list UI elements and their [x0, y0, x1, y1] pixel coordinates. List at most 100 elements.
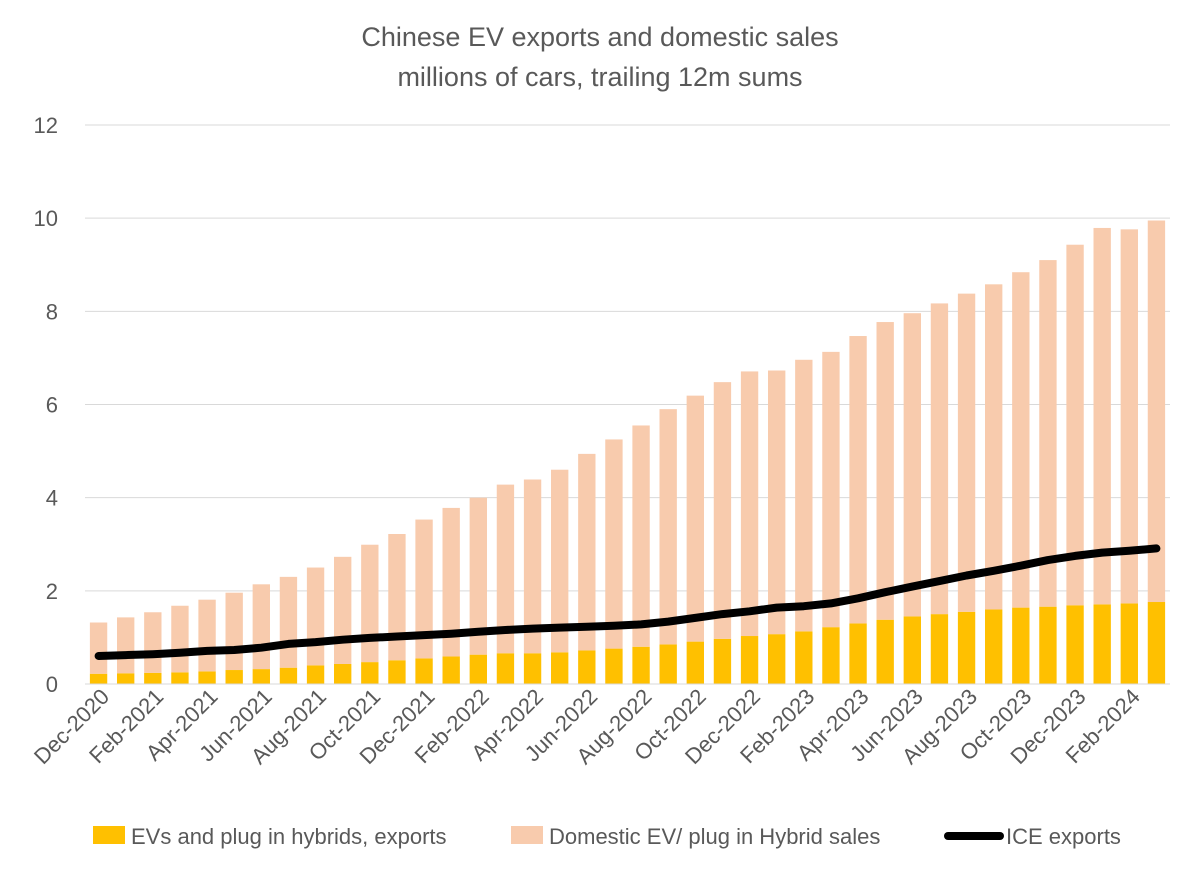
bar-domestic-sales-May-2022 — [551, 469, 569, 653]
bar-domestic-sales-May-2021 — [225, 592, 243, 671]
bar-domestic-sales-Feb-2023 — [795, 359, 813, 632]
bar-ev-exports-Sep-2021 — [334, 663, 352, 684]
bar-ev-exports-Apr-2022 — [523, 653, 542, 684]
y-tick-label-8: 8 — [46, 299, 58, 324]
bar-ev-exports-Jul-2022 — [605, 648, 623, 684]
y-tick-label-10: 10 — [34, 206, 58, 231]
bar-domestic-sales-Dec-2020 — [89, 622, 108, 674]
bar-ev-exports-Nov-2021 — [388, 660, 406, 684]
bar-domestic-sales-Aug-2021 — [306, 567, 325, 666]
bar-ev-exports-Feb-2024 — [1120, 603, 1138, 684]
bar-ev-exports-Oct-2023 — [1012, 607, 1030, 684]
bar-ev-exports-Jun-2021 — [252, 669, 270, 684]
bar-domestic-sales-Jul-2023 — [930, 303, 949, 615]
bar-ev-exports-Aug-2023 — [957, 611, 976, 684]
bar-domestic-sales-Jun-2021 — [252, 584, 270, 670]
bar-domestic-sales-Jun-2022 — [578, 453, 596, 651]
bar-domestic-sales-Feb-2022 — [469, 497, 487, 655]
bar-domestic-sales-Apr-2022 — [523, 479, 542, 654]
bar-ev-exports-Sep-2023 — [985, 609, 1003, 684]
bar-ev-exports-Oct-2021 — [361, 662, 379, 684]
bar-ev-exports-Apr-2021 — [198, 671, 216, 684]
bar-ev-exports-Apr-2023 — [849, 623, 867, 684]
bar-domestic-sales-Jan-2024 — [1093, 227, 1111, 605]
bar-ev-exports-May-2022 — [551, 652, 569, 684]
bar-ev-exports-Jan-2023 — [768, 634, 786, 684]
legend: EVs and plug in hybrids, exports Domesti… — [93, 824, 1121, 849]
bar-ev-exports-Nov-2022 — [713, 638, 732, 684]
chart-title: Chinese EV exports and domestic sales — [361, 22, 838, 52]
bar-ev-exports-Jan-2024 — [1093, 604, 1111, 684]
bar-ev-exports-May-2023 — [876, 619, 894, 684]
bar-ev-exports-Oct-2022 — [686, 641, 704, 684]
bar-domestic-sales-Sep-2021 — [334, 556, 352, 664]
bar-ev-exports-Jan-2021 — [117, 673, 135, 684]
bar-domestic-sales-Jun-2023 — [903, 313, 921, 617]
bar-ev-exports-Feb-2021 — [144, 672, 162, 684]
bar-ev-exports-Dec-2021 — [415, 658, 433, 684]
line-series — [94, 544, 1161, 660]
bar-domestic-sales-Apr-2023 — [849, 336, 867, 624]
bar-ev-exports-Aug-2021 — [306, 665, 325, 684]
legend-swatch-ev-exports — [93, 826, 125, 844]
bar-domestic-sales-Oct-2022 — [686, 395, 704, 642]
legend-swatch-domestic-sales — [511, 826, 543, 844]
bar-domestic-sales-Apr-2021 — [198, 599, 216, 672]
bar-domestic-sales-Mar-2022 — [496, 484, 515, 654]
bar-domestic-sales-Jul-2022 — [605, 439, 623, 649]
bar-domestic-sales-Mar-2023 — [822, 351, 840, 628]
bar-domestic-sales-Nov-2022 — [713, 382, 732, 639]
bar-domestic-sales-Feb-2024 — [1120, 229, 1138, 604]
bar-domestic-sales-Nov-2023 — [1039, 260, 1057, 607]
bar-domestic-sales-Aug-2023 — [957, 293, 976, 612]
bar-domestic-sales-Dec-2021 — [415, 519, 433, 659]
bar-ev-exports-May-2021 — [225, 670, 243, 684]
bar-domestic-sales-Nov-2021 — [388, 534, 406, 661]
bar-ev-exports-Mar-2023 — [822, 627, 840, 684]
bar-domestic-sales-Aug-2022 — [632, 425, 650, 647]
bar-domestic-sales-Jul-2021 — [279, 576, 298, 668]
bar-ev-exports-Jul-2021 — [279, 667, 298, 684]
bar-ev-exports-Mar-2024 — [1147, 602, 1166, 684]
bar-domestic-sales-Oct-2021 — [361, 544, 379, 663]
bar-ev-exports-Sep-2022 — [659, 644, 677, 684]
chart-subtitle: millions of cars, trailing 12m sums — [397, 62, 802, 92]
y-tick-label-12: 12 — [34, 113, 58, 138]
y-tick-label-4: 4 — [46, 486, 58, 511]
bar-domestic-sales-Dec-2022 — [740, 371, 759, 637]
bar-ev-exports-Mar-2022 — [496, 653, 515, 684]
bar-domestic-sales-Sep-2023 — [985, 284, 1003, 610]
bar-ev-exports-Jan-2022 — [442, 656, 460, 684]
bar-ev-exports-Feb-2022 — [469, 654, 487, 684]
y-tick-label-6: 6 — [46, 393, 58, 418]
bar-domestic-sales-Mar-2024 — [1147, 220, 1166, 603]
y-tick-label-0: 0 — [46, 672, 58, 697]
bar-ev-exports-Jun-2022 — [578, 650, 596, 684]
bar-domestic-sales-Jan-2021 — [117, 617, 135, 674]
bars — [89, 220, 1166, 684]
legend-label-domestic-sales: Domestic EV/ plug in Hybrid sales — [549, 824, 880, 849]
bar-ev-exports-Mar-2021 — [171, 672, 189, 684]
bar-ev-exports-Jul-2023 — [930, 614, 949, 684]
bar-ev-exports-Aug-2022 — [632, 646, 650, 684]
bar-domestic-sales-Dec-2023 — [1066, 244, 1084, 606]
bar-ev-exports-Jun-2023 — [903, 616, 921, 684]
legend-label-ice-exports: ICE exports — [1006, 824, 1121, 849]
bar-ev-exports-Nov-2023 — [1039, 606, 1057, 684]
bar-domestic-sales-May-2023 — [876, 322, 894, 620]
bar-domestic-sales-Sep-2022 — [659, 409, 677, 645]
bar-domestic-sales-Jan-2022 — [442, 507, 460, 657]
bar-domestic-sales-Jan-2023 — [768, 370, 786, 635]
bar-domestic-sales-Mar-2021 — [171, 605, 189, 673]
y-tick-label-2: 2 — [46, 579, 58, 604]
bar-ev-exports-Dec-2023 — [1066, 605, 1084, 684]
legend-label-ev-exports: EVs and plug in hybrids, exports — [131, 824, 447, 849]
bar-ev-exports-Dec-2022 — [740, 636, 759, 684]
line-ice-exports — [94, 544, 1161, 660]
y-axis-ticks: 0 2 4 6 8 10 12 — [34, 113, 58, 697]
bar-domestic-sales-Feb-2021 — [144, 612, 162, 673]
bar-ev-exports-Dec-2020 — [89, 673, 108, 684]
bar-ev-exports-Feb-2023 — [795, 631, 813, 684]
